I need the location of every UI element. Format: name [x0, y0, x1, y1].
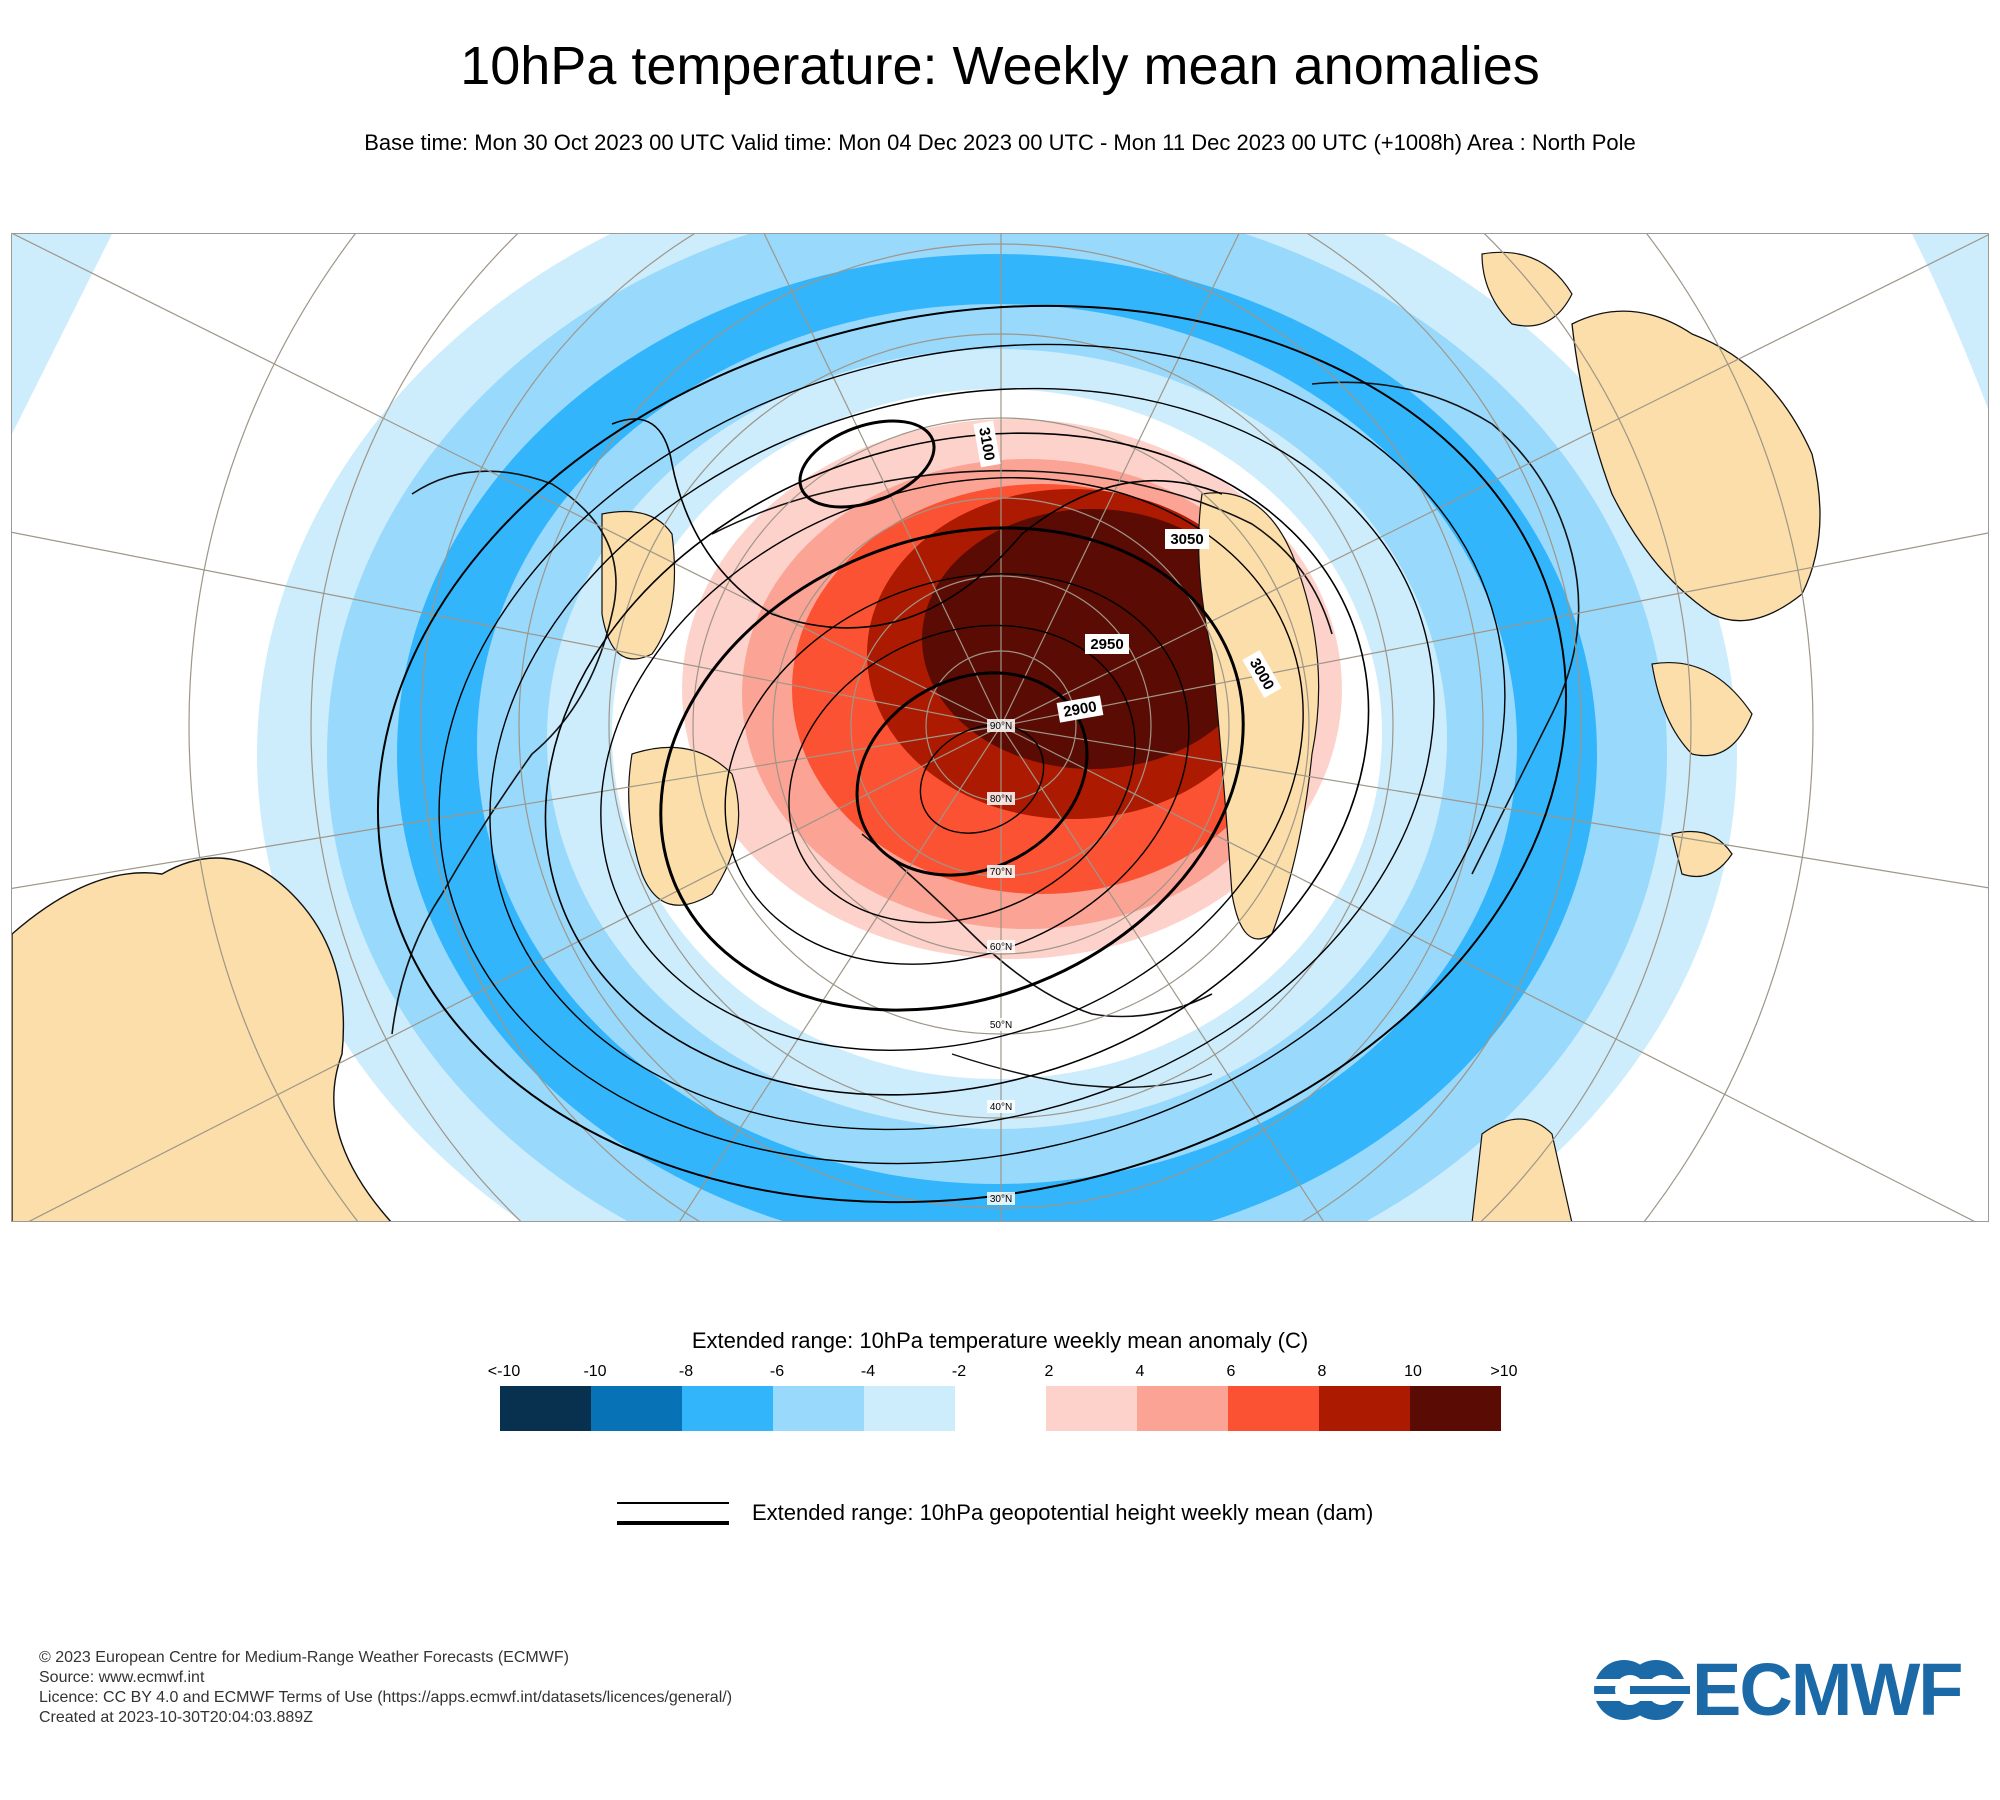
- contour-label-2900: 2900: [1062, 698, 1098, 721]
- latitude-circle-0: [188, 234, 1814, 1221]
- legend-swatch: [1046, 1386, 1137, 1431]
- legend-swatch: [500, 1386, 591, 1431]
- legend-swatch: [864, 1386, 955, 1431]
- legend-tick: -8: [678, 1363, 694, 1380]
- footer-credits: © 2023 European Centre for Medium-Range …: [39, 1648, 732, 1728]
- legend-tick: 4: [1135, 1363, 1145, 1380]
- legend-swatch: [955, 1386, 1046, 1431]
- land-japan: [1651, 662, 1753, 757]
- meridian-60e: [1000, 725, 1975, 1221]
- land-south-america: [12, 857, 392, 1221]
- contour-outer-2: [438, 343, 1506, 1165]
- contour-outer-3: [489, 387, 1435, 1131]
- contour-outer-1: [377, 304, 1567, 1204]
- coastline-europe: [861, 833, 1213, 1018]
- coastline-mediterranean: [951, 1053, 1213, 1089]
- legend-tick: -10: [583, 1363, 607, 1380]
- latitude-circle-20: [420, 234, 1582, 1221]
- legend-swatch: [591, 1386, 682, 1431]
- anomaly-band-light-blue-nw: [12, 234, 112, 434]
- legend-tick: -2: [951, 1363, 967, 1380]
- anomaly-band-light-blue-ne: [1912, 234, 1988, 409]
- meridian-165w: [763, 234, 1002, 727]
- meridian-90e: [1000, 725, 1988, 889]
- chart-subtitle: Base time: Mon 30 Oct 2023 00 UTC Valid …: [364, 130, 1636, 155]
- legend-swatch: [1319, 1386, 1410, 1431]
- coastline-north-america: [391, 470, 617, 1035]
- legend-tick: 10: [1404, 1363, 1422, 1380]
- meridian-30w: [679, 725, 1002, 1221]
- latitude-circle-10: [310, 234, 1692, 1221]
- lat-label-50: 50°N: [990, 1020, 1012, 1031]
- latitude-labels: 90°N 80°N 70°N 60°N 50°N 40°N 30°N: [987, 719, 1015, 1205]
- coastline-asia: [1311, 381, 1580, 875]
- legend-swatch: [1410, 1386, 1501, 1431]
- lat-label-60: 60°N: [990, 942, 1012, 953]
- legend-tick: 8: [1317, 1363, 1327, 1380]
- legend-tick: -6: [769, 1363, 785, 1380]
- contour-key-lines: [617, 1502, 729, 1525]
- contour-inner-2: [724, 573, 1190, 965]
- lat-label-80: 80°N: [990, 794, 1012, 805]
- contour-3000-ring: [544, 432, 1370, 1096]
- meridian-30e: [1000, 725, 1324, 1221]
- legend-title: Extended range: 10hPa temperature weekly…: [691, 1328, 1309, 1353]
- meridian-120w: [12, 531, 1002, 727]
- contour-label-3050: 3050: [1170, 531, 1203, 548]
- contour-key-thick-line: [617, 1521, 729, 1525]
- contour-core: [919, 724, 1045, 834]
- contour-key-label: Extended range: 10hPa geopotential heigh…: [752, 1500, 1374, 1525]
- meridian-120e: [1000, 532, 1988, 727]
- geopotential-contours: [377, 304, 1567, 1204]
- land-africa-horn: [1471, 1118, 1573, 1221]
- ecmwf-logo-text: ECMWF: [1692, 1648, 1963, 1731]
- legend-swatch: [1137, 1386, 1228, 1431]
- legend-tick: -4: [860, 1363, 876, 1380]
- contour-inner-3: [788, 624, 1136, 924]
- ecmwf-logo-icon: [1590, 1660, 1690, 1720]
- contour-inner-1: [600, 477, 1304, 1051]
- contour-3100: [798, 419, 936, 509]
- legend-swatch: [1228, 1386, 1319, 1431]
- lat-label-70: 70°N: [990, 867, 1012, 878]
- map-panel: 3100 3050 2950 2900 3000: [11, 233, 1989, 1222]
- contour-key-thin-line: [617, 1502, 729, 1504]
- lat-label-40: 40°N: [990, 1102, 1012, 1113]
- footer-source: Source: www.ecmwf.int: [39, 1669, 205, 1686]
- lat-label-90: 90°N: [990, 721, 1012, 732]
- legend-swatch: [773, 1386, 864, 1431]
- contour-3050-arc: [611, 418, 1223, 629]
- footer-copyright: © 2023 European Centre for Medium-Range …: [39, 1649, 569, 1666]
- coastline-arctic-ocean: [711, 469, 1333, 635]
- contour-label-3100: 3100: [975, 426, 998, 462]
- ecmwf-logo: ECMWF: [1590, 1651, 1963, 1729]
- footer-created: Created at 2023-10-30T20:04:03.889Z: [39, 1709, 313, 1726]
- legend-tick: 6: [1226, 1363, 1236, 1380]
- legend-swatch: [682, 1386, 773, 1431]
- chart-title: 10hPa temperature: Weekly mean anomalies: [460, 36, 1540, 96]
- land-scandinavia-edge: [628, 746, 740, 906]
- footer-licence: Licence: CC BY 4.0 and ECMWF Terms of Us…: [39, 1689, 733, 1706]
- map-svg: 3100 3050 2950 2900 3000: [12, 234, 1988, 1221]
- legend-tick: 2: [1044, 1363, 1054, 1380]
- lat-label-30: 30°N: [990, 1194, 1012, 1205]
- meridian-90w: [12, 725, 1002, 889]
- contour-labels: 3100 3050 2950 2900 3000: [973, 420, 1282, 723]
- legend-tick: <-10: [487, 1363, 521, 1380]
- graticule: [12, 234, 1988, 1221]
- contour-label-2950: 2950: [1090, 636, 1123, 653]
- meridian-150e: [1000, 234, 1988, 727]
- legend-tick: >10: [1490, 1363, 1518, 1380]
- contour-2950-ring: [659, 526, 1245, 1012]
- meridian-165e: [1000, 234, 1240, 727]
- meridian-60w: [28, 725, 1002, 1221]
